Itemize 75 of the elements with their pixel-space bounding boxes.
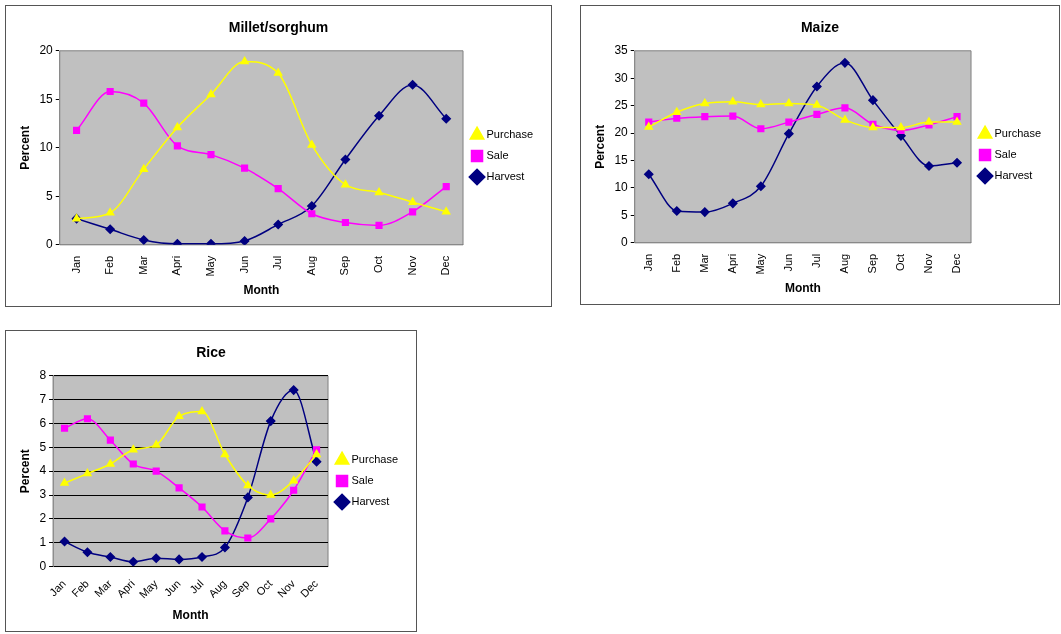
y-tick-label: 0 [46,237,54,252]
y-tick-label: 20 [39,43,54,58]
chart-title: Maize [800,19,840,36]
x-axis-title: Month [784,281,821,296]
y-tick-label: 15 [39,91,54,106]
y-tick-label: 0 [39,558,47,573]
y-tick-label: 35 [614,43,629,58]
chart-title: Millet/sorghum [228,19,329,36]
x-tick-label: Apri [725,253,738,274]
y-axis-title: Percent [17,449,32,494]
x-tick-label: Jul [187,577,206,596]
x-tick-label: Feb [69,577,91,600]
y-tick-label: 30 [614,70,629,85]
y-tick-label: 15 [614,152,629,167]
x-tick-label: Mar [136,255,149,275]
x-tick-label: Apri [170,255,183,276]
y-tick-label: 10 [614,180,629,195]
y-tick-label: 8 [39,368,47,383]
x-tick-label: Dec [439,255,452,276]
y-tick-label: 20 [614,125,629,140]
x-tick-label: Jun [781,253,794,272]
x-tick-label: Jun [161,577,183,599]
y-axis-title: Percent [592,124,607,169]
legend-label: Harvest [486,170,525,183]
x-tick-label: Jan [641,253,654,272]
x-axis-title: Month [243,283,280,298]
legend-label: Sale [351,474,374,487]
y-tick-label: 5 [46,188,54,203]
x-tick-label: Aug [206,577,229,600]
x-tick-label: Mar [92,577,115,600]
x-tick-label: Jul [809,253,822,268]
y-tick-label: 0 [621,235,629,250]
x-tick-label: May [136,576,161,601]
legend-label: Sale [994,148,1017,161]
y-tick-label: 6 [39,415,47,430]
y-tick-label: 7 [39,391,47,406]
y-tick-label: 25 [614,97,629,112]
x-tick-label: Dec [297,576,321,600]
y-tick-label: 3 [39,487,47,502]
legend-label: Purchase [351,453,399,466]
legend-label: Purchase [486,128,534,141]
x-tick-label: Oct [372,255,385,273]
x-tick-label: Feb [103,255,116,275]
x-axis-title: Month [172,608,209,623]
legend-label: Sale [486,149,509,162]
x-tick-label: Nov [922,253,935,274]
x-tick-label: Feb [669,253,682,273]
y-tick-label: 1 [39,535,47,550]
x-tick-label: Nov [405,255,418,276]
x-tick-label: Jan [69,255,82,274]
x-tick-label: Dec [950,253,963,274]
x-tick-label: May [753,253,766,275]
x-tick-label: Sep [338,255,351,276]
legend-label: Harvest [994,169,1033,182]
legend-label: Purchase [994,127,1042,140]
x-tick-label: May [204,255,217,277]
x-tick-label: Oct [894,253,906,271]
y-tick-label: 10 [39,140,54,155]
y-tick-label: 2 [39,511,47,526]
y-tick-label: 4 [39,463,47,478]
x-tick-label: Jul [271,255,284,270]
x-tick-label: Nov [274,576,298,600]
y-tick-label: 5 [621,207,629,222]
x-tick-label: Aug [304,255,317,276]
y-axis-title: Percent [17,125,32,170]
x-tick-label: Aug [837,253,850,274]
x-tick-label: Sep [865,253,878,274]
x-tick-label: Mar [697,253,710,273]
x-tick-label: Jun [237,255,250,274]
chart-title: Rice [196,344,226,361]
x-tick-label: Sep [229,577,252,600]
x-tick-label: Jan [47,577,69,599]
x-tick-label: Oct [253,577,275,598]
y-tick-label: 5 [39,439,47,454]
legend-label: Harvest [351,495,390,508]
